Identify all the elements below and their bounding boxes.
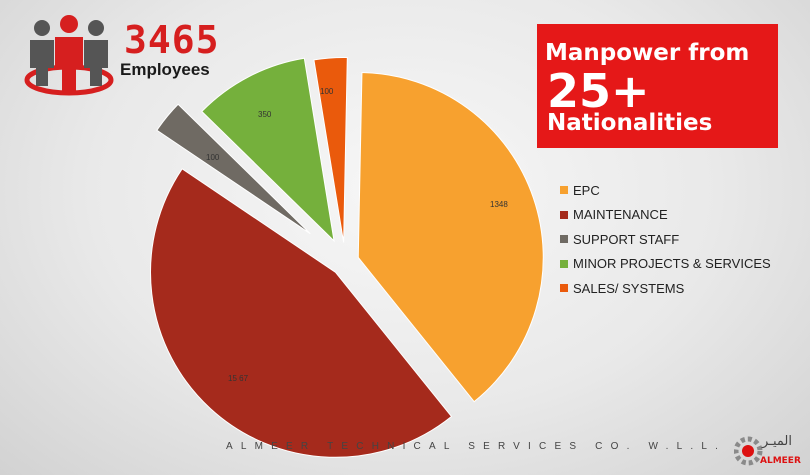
chart-legend: EPC MAINTENANCE SUPPORT STAFF MINOR PROJECT… <box>560 178 771 301</box>
legend-label: EPC <box>573 182 600 198</box>
logo-english-text: ALMEER <box>760 456 801 466</box>
pie-slice-1 <box>150 168 453 458</box>
pie-slice-4 <box>313 56 348 243</box>
legend-label: SUPPORT STAFF <box>573 231 680 247</box>
legend-label: MAINTENANCE <box>573 207 668 223</box>
nationalities-line1: Manpower from <box>545 40 750 66</box>
logo-arabic-text: الميـر <box>762 434 792 449</box>
nationalities-line2: Nationalities <box>547 110 713 136</box>
legend-label: MINOR PROJECTS & SERVICES <box>573 256 771 272</box>
pie-slice-0 <box>357 72 544 403</box>
legend-swatch <box>560 186 568 195</box>
legend-label: SALES/ SYSTEMS <box>573 280 685 296</box>
pie-data-label-4: 100 <box>320 87 334 96</box>
employee-label: Employees <box>120 60 210 79</box>
legend-item-2: SUPPORT STAFF <box>560 227 771 252</box>
company-logo-gear-icon <box>734 436 763 466</box>
legend-item-4: SALES/ SYSTEMS <box>560 276 771 301</box>
legend-item-3: MINOR PROJECTS & SERVICES <box>560 252 771 277</box>
legend-swatch <box>560 235 568 244</box>
pie-data-label-0: 1348 <box>490 200 508 209</box>
pie-slice-2 <box>156 103 311 235</box>
employee-count: 3465 <box>124 18 220 62</box>
legend-item-0: EPC <box>560 178 771 203</box>
pie-data-label-2: 100 <box>206 153 220 162</box>
pie-slice-3 <box>201 57 335 243</box>
legend-swatch <box>560 259 568 268</box>
nationalities-count: 25+ <box>547 64 650 118</box>
pie-data-label-3: 350 <box>258 110 272 119</box>
employees-icon <box>24 15 114 96</box>
legend-swatch <box>560 210 568 219</box>
legend-item-1: MAINTENANCE <box>560 203 771 228</box>
legend-swatch <box>560 284 568 293</box>
footer-company-name: ALMEER TECHNICAL SERVICES CO. W.L.L. <box>226 441 727 452</box>
nationalities-box: Manpower from 25+ Nationalities <box>537 24 778 148</box>
pie-data-label-1: 15 67 <box>228 374 249 383</box>
